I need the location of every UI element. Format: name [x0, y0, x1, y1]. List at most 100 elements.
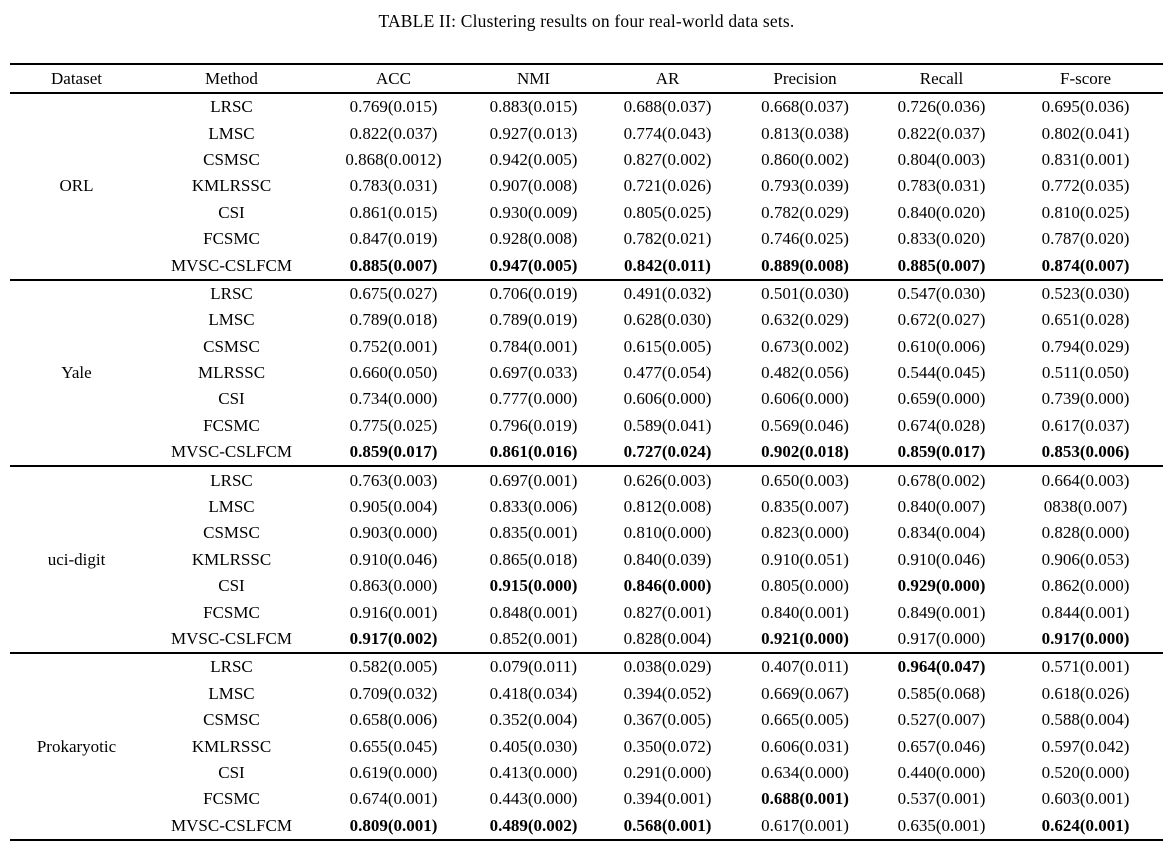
value-cell: 0.650(0.003): [761, 470, 849, 490]
value-cell: 0.697(0.001): [489, 470, 578, 490]
method-label: CSMSC: [203, 710, 260, 730]
value-cell: 0.927(0.013): [489, 123, 578, 143]
value-cell: 0.634(0.000): [761, 762, 849, 782]
value-cell: 0.822(0.037): [349, 123, 438, 143]
value-cell: 0.501(0.030): [761, 283, 849, 303]
value-cell: 0.863(0.000): [349, 576, 438, 596]
table-row: CSI 0.863(0.000) 0.915(0.000) 0.846(0.000) 0…: [10, 573, 1163, 599]
table-row: CSMSC 0.658(0.006) 0.352(0.004) 0.367(0.005…: [10, 707, 1163, 733]
value-cell: 0.418(0.034): [489, 683, 578, 703]
value-cell: 0.734(0.000): [349, 389, 438, 409]
table-header: Dataset Method ACC NMI AR Precision Recall F-sc…: [10, 64, 1163, 93]
table-row: KMLRSSC 0.655(0.045) 0.405(0.030) 0.350(0.0…: [10, 733, 1163, 759]
value-cell: 0.350(0.072): [623, 736, 712, 756]
table-row: FCSMC 0.674(0.001) 0.443(0.000) 0.394(0.001…: [10, 786, 1163, 812]
value-cell: 0.668(0.037): [761, 97, 849, 117]
method-label: MVSC-CSLFCM: [171, 815, 292, 835]
value-cell: 0.617(0.037): [1041, 415, 1130, 435]
value-cell: 0.835(0.007): [761, 497, 849, 517]
value-cell: 0.606(0.031): [761, 736, 849, 756]
value-cell: 0.626(0.003): [623, 470, 712, 490]
value-cell: 0838(0.007): [1043, 497, 1128, 517]
value-cell: 0.827(0.002): [623, 149, 712, 169]
value-cell: 0.915(0.000): [489, 576, 578, 596]
column-header-nmi: NMI: [516, 68, 551, 88]
column-header-dataset: Dataset: [51, 68, 102, 88]
value-cell: 0.794(0.029): [1041, 336, 1130, 356]
value-cell: 0.603(0.001): [1041, 789, 1130, 809]
value-cell: 0.964(0.047): [897, 657, 986, 677]
value-cell: 0.831(0.001): [1041, 149, 1130, 169]
value-cell: 0.833(0.006): [489, 497, 578, 517]
value-cell: 0.571(0.001): [1041, 657, 1130, 677]
value-cell: 0.491(0.032): [623, 283, 712, 303]
value-cell: 0.585(0.068): [897, 683, 986, 703]
method-label: LRSC: [210, 97, 253, 117]
column-header-precision: Precision: [773, 68, 837, 88]
value-cell: 0.352(0.004): [489, 710, 578, 730]
value-cell: 0.673(0.002): [761, 336, 849, 356]
value-cell: 0.848(0.001): [489, 602, 578, 622]
table-row: MLRSSC 0.660(0.050) 0.697(0.033) 0.477(0.05…: [10, 360, 1163, 386]
method-label: CSI: [218, 389, 245, 409]
value-cell: 0.443(0.000): [489, 789, 578, 809]
value-cell: 0.782(0.021): [623, 229, 712, 249]
value-cell: 0.763(0.003): [349, 470, 438, 490]
value-cell: 0.834(0.004): [897, 523, 986, 543]
value-cell: 0.739(0.000): [1041, 389, 1130, 409]
method-label: LRSC: [210, 657, 253, 677]
value-cell: 0.597(0.042): [1041, 736, 1130, 756]
table-row: CSMSC 0.868(0.0012) 0.942(0.005) 0.827(0.00…: [10, 147, 1163, 173]
value-cell: 0.796(0.019): [489, 415, 578, 435]
table-row: MVSC-CSLFCM 0.885(0.007) 0.947(0.005) 0.842…: [10, 252, 1163, 279]
method-label: FCSMC: [203, 789, 260, 809]
results-table: Dataset Method ACC NMI AR Precision Recall F-sc…: [10, 63, 1163, 841]
table-row: MVSC-CSLFCM 0.809(0.001) 0.489(0.002) 0.568…: [10, 813, 1163, 840]
value-cell: 0.407(0.011): [761, 657, 849, 677]
value-cell: 0.883(0.015): [489, 97, 578, 117]
value-cell: 0.902(0.018): [761, 442, 849, 462]
value-cell: 0.917(0.000): [1041, 629, 1130, 648]
method-label: MVSC-CSLFCM: [171, 442, 292, 462]
column-header-f-score: F-score: [1060, 68, 1111, 88]
method-label: FCSMC: [203, 602, 260, 622]
value-cell: 0.859(0.017): [349, 442, 438, 462]
table-row: LMSC 0.789(0.018) 0.789(0.019) 0.628(0.030)…: [10, 307, 1163, 333]
value-cell: 0.628(0.030): [623, 310, 712, 330]
method-label: CSMSC: [203, 523, 260, 543]
value-cell: 0.632(0.029): [761, 310, 849, 330]
method-label: CSI: [218, 762, 245, 782]
dataset-label: Prokaryotic: [36, 736, 117, 756]
value-cell: 0.833(0.020): [897, 229, 986, 249]
value-cell: 0.840(0.001): [761, 602, 849, 622]
value-cell: 0.695(0.036): [1041, 97, 1130, 117]
value-cell: 0.844(0.001): [1041, 602, 1130, 622]
value-cell: 0.635(0.001): [897, 815, 986, 835]
value-cell: 0.651(0.028): [1041, 310, 1130, 330]
table-row: LMSC 0.822(0.037) 0.927(0.013) 0.774(0.043)…: [10, 120, 1163, 146]
value-cell: 0.783(0.031): [897, 176, 986, 196]
value-cell: 0.928(0.008): [489, 229, 578, 249]
value-cell: 0.511(0.050): [1041, 363, 1130, 383]
value-cell: 0.917(0.002): [349, 629, 438, 648]
value-cell: 0.823(0.000): [761, 523, 849, 543]
dataset-group-prokaryotic: Prokaryotic LRSC 0.582(0.005) 0.079(0.011) 0…: [10, 653, 1163, 840]
value-cell: 0.569(0.046): [761, 415, 849, 435]
value-cell: 0.868(0.0012): [345, 149, 442, 169]
value-cell: 0.697(0.033): [489, 363, 578, 383]
value-cell: 0.862(0.000): [1041, 576, 1130, 596]
value-cell: 0.589(0.041): [623, 415, 712, 435]
dataset-label: uci-digit: [47, 549, 106, 569]
table-caption: TABLE II: Clustering results on four rea…: [378, 11, 795, 31]
value-cell: 0.942(0.005): [489, 149, 578, 169]
dataset-label: ORL: [59, 176, 94, 196]
value-cell: 0.394(0.052): [623, 683, 712, 703]
value-cell: 0.905(0.004): [349, 497, 438, 517]
value-cell: 0.828(0.004): [623, 629, 712, 648]
method-label: KMLRSSC: [191, 736, 272, 756]
value-cell: 0.664(0.003): [1041, 470, 1130, 490]
value-cell: 0.721(0.026): [623, 176, 712, 196]
value-cell: 0.787(0.020): [1041, 229, 1130, 249]
value-cell: 0.752(0.001): [349, 336, 438, 356]
value-cell: 0.669(0.067): [761, 683, 849, 703]
